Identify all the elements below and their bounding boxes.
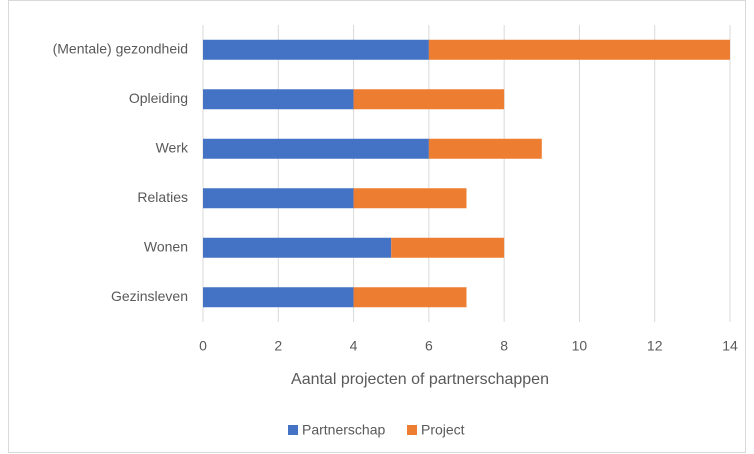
chart-frame (8, 0, 746, 453)
bar (353, 89, 505, 110)
bar (203, 39, 429, 60)
x-tick-label: 10 (572, 338, 588, 354)
x-tick-label: 2 (274, 338, 282, 354)
y-tick-label: Gezinsleven (111, 288, 188, 304)
bar (203, 287, 354, 308)
y-tick-label: Wonen (144, 238, 188, 254)
bar (353, 287, 467, 308)
bar (428, 39, 730, 60)
y-tick-label: Relaties (137, 189, 188, 205)
bar (203, 188, 354, 209)
bar (203, 237, 392, 258)
legend-label: Project (421, 422, 465, 438)
x-tick-label: 6 (425, 338, 433, 354)
x-tick-label: 14 (722, 338, 738, 354)
legend-swatch (407, 425, 417, 435)
bar (203, 89, 354, 110)
x-tick-label: 8 (500, 338, 508, 354)
legend-label: Partnerschap (302, 422, 385, 438)
y-tick-label: (Mentale) gezondheid (53, 40, 188, 56)
x-tick-label: 0 (199, 338, 207, 354)
bar (391, 237, 505, 258)
x-tick-label: 12 (647, 338, 663, 354)
legend-swatch (288, 425, 298, 435)
x-tick-label: 4 (350, 338, 358, 354)
y-tick-label: Werk (156, 139, 189, 155)
y-tick-label: Opleiding (129, 90, 188, 106)
x-axis-label: Aantal projecten of partnerschappen (291, 371, 549, 388)
bar (353, 188, 467, 209)
bar (203, 138, 429, 159)
bar (428, 138, 542, 159)
